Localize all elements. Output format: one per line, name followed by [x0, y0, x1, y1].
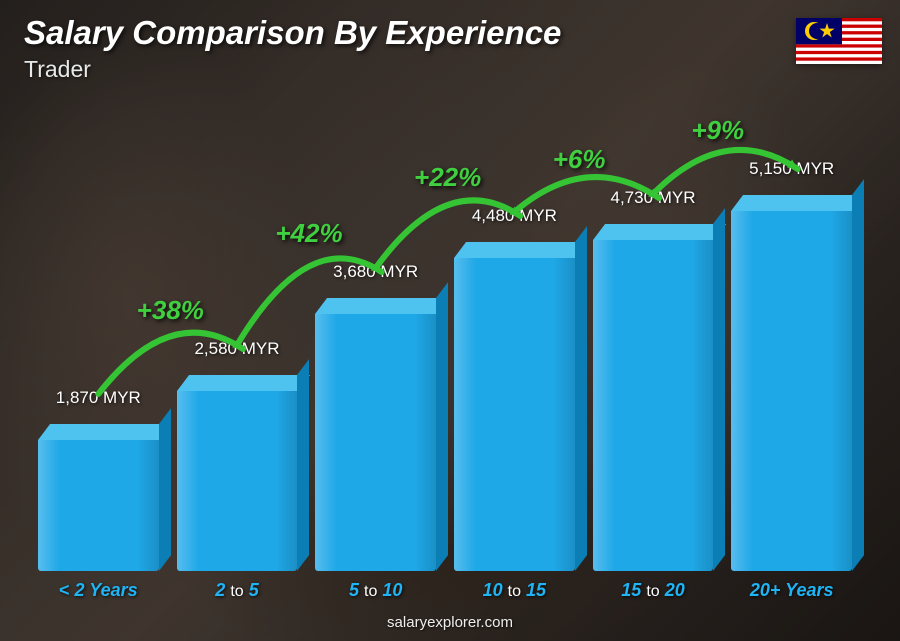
x-axis-label: < 2 Years	[59, 580, 138, 601]
bar-shape	[731, 211, 852, 571]
bar-shape	[38, 440, 159, 571]
bar-value-label: 4,730 MYR	[610, 188, 695, 208]
growth-pct-label: +9%	[691, 115, 744, 146]
bar-chart: 1,870 MYR< 2 Years2,580 MYR2 to 53,680 M…	[38, 140, 852, 571]
bar-shape	[177, 391, 298, 571]
x-axis-label: 5 to 10	[349, 580, 402, 601]
bar-value-label: 3,680 MYR	[333, 262, 418, 282]
bar-value-label: 5,150 MYR	[749, 159, 834, 179]
bar-shape	[454, 258, 575, 571]
x-axis-label: 10 to 15	[483, 580, 546, 601]
bar-0: 1,870 MYR< 2 Years	[38, 140, 159, 571]
growth-pct-label: +42%	[275, 218, 342, 249]
footer-attribution: salaryexplorer.com	[387, 614, 513, 631]
bar-4: 4,730 MYR15 to 20	[593, 140, 714, 571]
bar-value-label: 4,480 MYR	[472, 206, 557, 226]
bar-1: 2,580 MYR2 to 5	[177, 140, 298, 571]
bar-shape	[315, 314, 436, 571]
growth-pct-label: +38%	[137, 295, 204, 326]
x-axis-label: 20+ Years	[750, 580, 834, 601]
content-root: Salary Comparison By Experience Trader A…	[0, 0, 900, 641]
bar-3: 4,480 MYR10 to 15	[454, 140, 575, 571]
bar-value-label: 1,870 MYR	[56, 388, 141, 408]
bar-5: 5,150 MYR20+ Years	[731, 140, 852, 571]
chart-subtitle: Trader	[24, 56, 91, 83]
malaysia-flag-icon	[796, 18, 882, 64]
x-axis-label: 2 to 5	[215, 580, 258, 601]
bar-shape	[593, 240, 714, 571]
chart-title: Salary Comparison By Experience	[24, 14, 561, 52]
growth-pct-label: +6%	[553, 144, 606, 175]
growth-pct-label: +22%	[414, 162, 481, 193]
x-axis-label: 15 to 20	[621, 580, 684, 601]
bar-2: 3,680 MYR5 to 10	[315, 140, 436, 571]
bar-value-label: 2,580 MYR	[194, 339, 279, 359]
